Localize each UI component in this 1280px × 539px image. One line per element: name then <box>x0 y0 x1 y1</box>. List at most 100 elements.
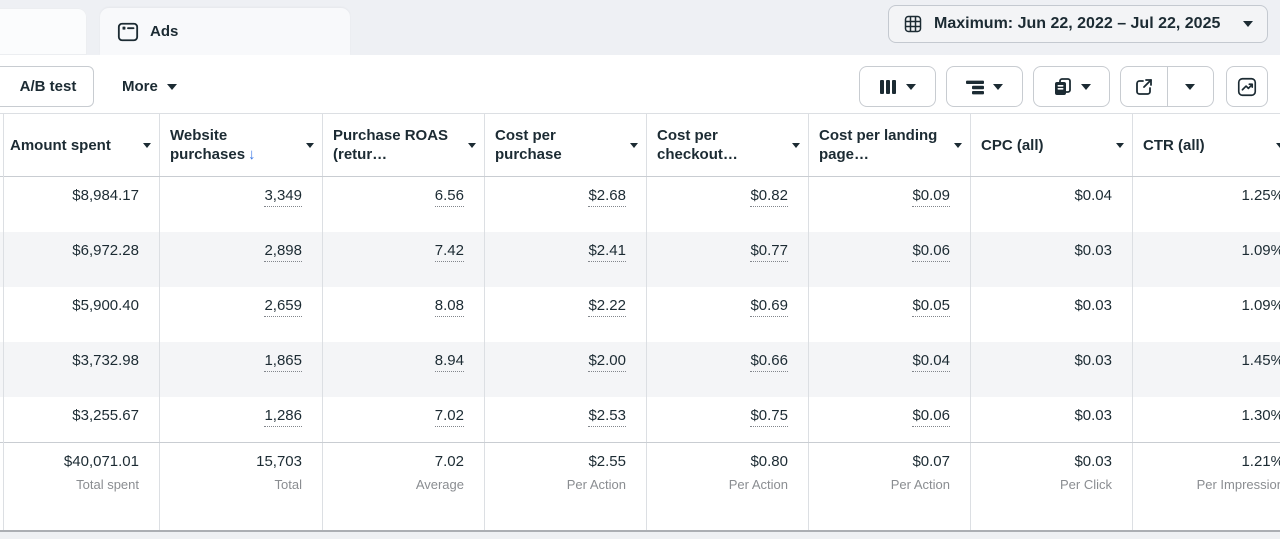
ab-test-button[interactable]: A/B test <box>0 66 94 107</box>
tab-ads-label: Ads <box>150 23 179 40</box>
column-label: Website purchases ↓ <box>170 127 256 163</box>
metric-value-with-tooltip[interactable]: $0.75 <box>750 407 788 427</box>
table-header-row: Amount spent Website purchases ↓ Purchase R… <box>0 113 1280 177</box>
table-cell: $0.06 <box>809 397 971 442</box>
total-value: 15,703 <box>256 453 302 470</box>
toolbar: A/B test More <box>0 55 1280 113</box>
chevron-down-icon[interactable] <box>468 142 476 148</box>
chevron-down-icon[interactable] <box>630 142 638 148</box>
export-button[interactable] <box>1121 67 1167 106</box>
column-header-cost-per-landing-page[interactable]: Cost per landing page… <box>809 114 971 176</box>
table-row: $8,984.17 3,349 6.56 $2.68 $0.82 $0.09 $0.04 1.… <box>0 177 1280 232</box>
table-cell: 1.45% <box>1133 342 1280 397</box>
metric-value-with-tooltip[interactable]: $0.06 <box>912 407 950 427</box>
metric-value-with-tooltip[interactable]: 8.08 <box>434 297 464 317</box>
table-bottom-border <box>0 530 1280 532</box>
column-header-cost-per-checkout[interactable]: Cost per checkout… <box>647 114 809 176</box>
metric-value-with-tooltip[interactable]: 2,898 <box>264 242 302 262</box>
total-cell: $2.55 Per Action <box>485 443 647 530</box>
metric-value-with-tooltip[interactable]: 6.56 <box>434 187 464 207</box>
table-body: $8,984.17 3,349 6.56 $2.68 $0.82 $0.09 $0.04 1.… <box>0 177 1280 442</box>
table-cell: 1.09% <box>1133 287 1280 342</box>
table-cell: 2,898 <box>160 232 323 287</box>
table-row: $3,732.98 1,865 8.94 $2.00 $0.66 $0.04 $0.03 1.… <box>0 342 1280 397</box>
sort-descending-arrow-icon: ↓ <box>248 146 256 163</box>
metric-value: $8,984.17 <box>72 187 139 204</box>
chevron-down-icon[interactable] <box>1276 142 1280 148</box>
table-cell: $0.04 <box>971 177 1133 232</box>
metric-value-with-tooltip[interactable]: $0.05 <box>912 297 950 317</box>
total-cell: $40,071.01 Total spent <box>0 443 160 530</box>
metric-value-with-tooltip[interactable]: $0.09 <box>912 187 950 207</box>
metric-value-with-tooltip[interactable]: $2.41 <box>588 242 626 262</box>
metric-value-with-tooltip[interactable]: 1,286 <box>264 407 302 427</box>
total-cell: $0.03 Per Click <box>971 443 1133 530</box>
metric-value-with-tooltip[interactable]: $0.77 <box>750 242 788 262</box>
metric-value-with-tooltip[interactable]: 2,659 <box>264 297 302 317</box>
columns-icon <box>879 78 897 96</box>
table-cell: $6,972.28 <box>0 232 160 287</box>
more-button[interactable]: More <box>110 66 189 107</box>
table-cell: $0.66 <box>647 342 809 397</box>
column-label: CPC (all) <box>981 136 1044 154</box>
export-options-button[interactable] <box>1166 67 1214 106</box>
metric-value-with-tooltip[interactable]: 8.94 <box>434 352 464 372</box>
metric-value-with-tooltip[interactable]: 1,865 <box>264 352 302 372</box>
metric-value: $3,255.67 <box>72 407 139 424</box>
total-label: Per Action <box>728 477 788 492</box>
column-header-amount-spent[interactable]: Amount spent <box>0 114 160 176</box>
chevron-down-icon[interactable] <box>306 142 314 148</box>
date-range-button[interactable]: Maximum: Jun 22, 2022 – Jul 22, 2025 <box>888 5 1268 43</box>
tab-ads[interactable]: Ads <box>100 8 350 55</box>
breakdown-button[interactable] <box>946 66 1023 107</box>
total-cell: $0.80 Per Action <box>647 443 809 530</box>
column-label: Purchase ROAS (retur… <box>333 127 449 163</box>
metric-value-with-tooltip[interactable]: $0.82 <box>750 187 788 207</box>
table-row: $3,255.67 1,286 7.02 $2.53 $0.75 $0.06 $0.03 1.… <box>0 397 1280 442</box>
chevron-down-icon[interactable] <box>792 142 800 148</box>
column-header-cpc-all[interactable]: CPC (all) <box>971 114 1133 176</box>
columns-button[interactable] <box>859 66 936 107</box>
chevron-down-icon <box>993 83 1003 90</box>
view-charts-button[interactable] <box>1226 66 1268 107</box>
metric-value: 1.45% <box>1241 352 1280 369</box>
metric-value-with-tooltip[interactable]: $0.06 <box>912 242 950 262</box>
chevron-down-icon[interactable] <box>1116 142 1124 148</box>
column-header-ctr-all[interactable]: CTR (all) <box>1133 114 1280 176</box>
date-range-label: Maximum: Jun 22, 2022 – Jul 22, 2025 <box>934 15 1221 32</box>
total-value: $2.55 <box>588 453 626 470</box>
chevron-down-icon[interactable] <box>954 142 962 148</box>
total-value: $0.80 <box>750 453 788 470</box>
metric-value: 1.09% <box>1241 242 1280 259</box>
metric-value-with-tooltip[interactable]: $2.00 <box>588 352 626 372</box>
table-cell: $2.53 <box>485 397 647 442</box>
table-cell: 1,865 <box>160 342 323 397</box>
table-cell: $0.06 <box>809 232 971 287</box>
table-cell: 3,349 <box>160 177 323 232</box>
metric-value-with-tooltip[interactable]: 3,349 <box>264 187 302 207</box>
metric-value-with-tooltip[interactable]: $2.68 <box>588 187 626 207</box>
table-totals-row: $40,071.01 Total spent 15,703 Total 7.02 Aver… <box>0 442 1280 530</box>
metric-value-with-tooltip[interactable]: 7.02 <box>434 407 464 427</box>
more-label: More <box>122 78 158 95</box>
metric-value-with-tooltip[interactable]: $0.66 <box>750 352 788 372</box>
column-header-purchase-roas[interactable]: Purchase ROAS (retur… <box>323 114 485 176</box>
chevron-down-icon <box>1243 21 1253 27</box>
total-cell: 15,703 Total <box>160 443 323 530</box>
reports-icon <box>1052 77 1072 97</box>
table-cell: $2.68 <box>485 177 647 232</box>
table-cell: $2.22 <box>485 287 647 342</box>
reports-button[interactable] <box>1033 66 1110 107</box>
chevron-down-icon[interactable] <box>143 142 151 148</box>
column-header-website-purchases[interactable]: Website purchases ↓ <box>160 114 323 176</box>
metric-value-with-tooltip[interactable]: 7.42 <box>434 242 464 262</box>
tab-adjacent-partial[interactable] <box>0 8 87 55</box>
metric-value-with-tooltip[interactable]: $2.22 <box>588 297 626 317</box>
total-label: Per Impression <box>1196 477 1280 492</box>
total-label: Average <box>415 477 464 492</box>
metric-value-with-tooltip[interactable]: $0.04 <box>912 352 950 372</box>
total-cell: $0.07 Per Action <box>809 443 971 530</box>
column-header-cost-per-purchase[interactable]: Cost per purchase <box>485 114 647 176</box>
metric-value-with-tooltip[interactable]: $2.53 <box>588 407 626 427</box>
metric-value-with-tooltip[interactable]: $0.69 <box>750 297 788 317</box>
